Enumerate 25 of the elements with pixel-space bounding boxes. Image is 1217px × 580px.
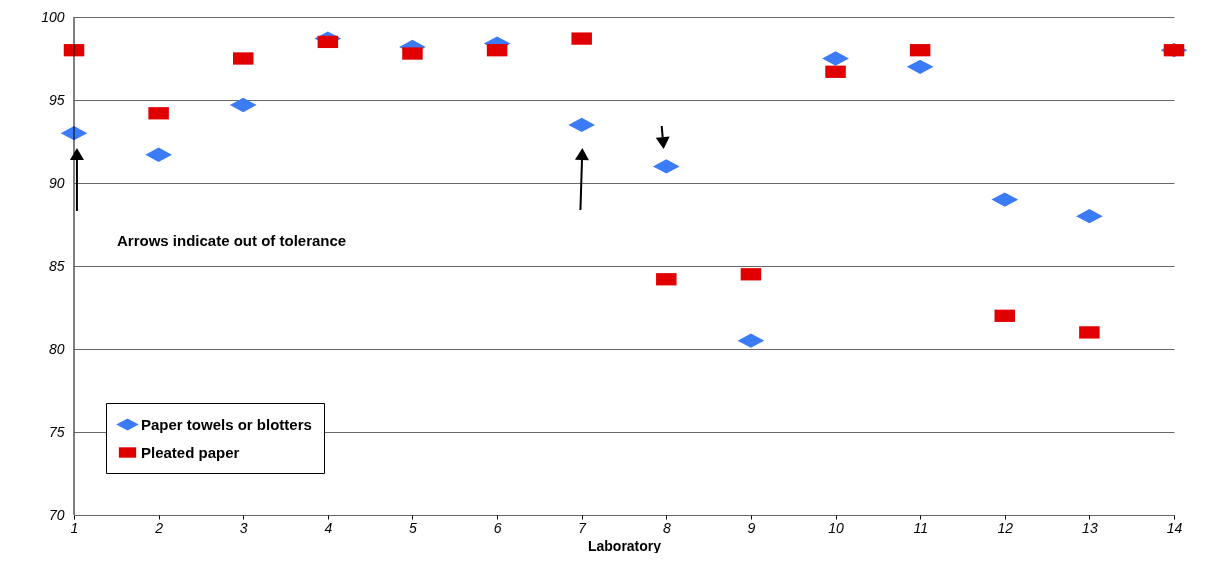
y-tick-label: 70 [48,506,65,523]
x-tick-label: 13 [1082,519,1098,536]
y-tick-label: 80 [48,340,65,357]
x-tick-label: 7 [578,519,588,536]
legend-label: Paper towels or blotters [141,415,312,433]
y-tick-label: 90 [48,174,65,191]
x-tick-label: 11 [913,519,928,536]
annotation: Arrows indicate out of tolerance [117,232,347,249]
x-tick-label: 10 [828,519,845,536]
x-tick-label: 5 [409,519,418,536]
x-tick-label: 8 [662,519,671,536]
y-tick-label: 95 [48,91,65,108]
x-tick-label: 14 [1166,519,1183,536]
x-tick-label: 2 [154,519,164,536]
x-tick-label: 1 [70,519,79,536]
y-tick-label: 75 [48,423,65,440]
legend-label: Pleated paper [141,443,240,461]
x-tick-label: 9 [747,519,756,536]
x-tick-label: 12 [997,519,1014,536]
y-tick-label: 85 [48,257,65,274]
x-axis-title: Laboratory [587,537,662,554]
x-tick-label: 6 [493,519,502,536]
y-tick-label: 100 [41,8,65,25]
x-tick-label: 3 [239,519,248,536]
x-tick-label: 4 [324,519,333,536]
